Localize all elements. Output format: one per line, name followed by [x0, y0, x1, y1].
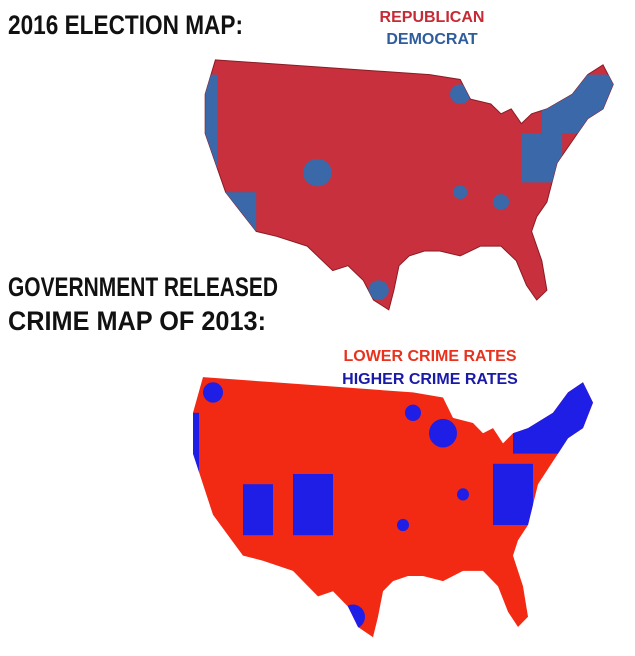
- legend-republican: REPUBLICAN: [380, 9, 485, 26]
- bottom-title-line: GOVERNMENT RELEASED: [8, 272, 278, 302]
- top-title: 2016 ELECTION MAP:: [8, 10, 243, 40]
- bottom-title-line: CRIME MAP OF 2013:: [8, 306, 266, 336]
- legend-lower: LOWER CRIME RATES: [343, 348, 516, 365]
- legend-democrat: DEMOCRAT: [386, 31, 477, 48]
- legend-higher: HIGHER CRIME RATES: [342, 371, 518, 388]
